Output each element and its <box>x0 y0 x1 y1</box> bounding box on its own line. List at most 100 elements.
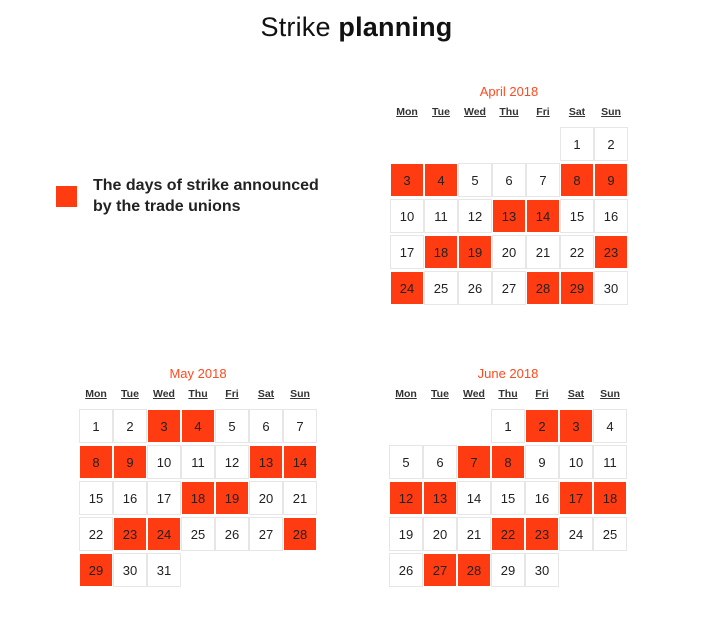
day-cell-strike: 23 <box>595 236 627 268</box>
weekday-tue: Tue <box>431 388 449 400</box>
weekday-mon: Mon <box>85 388 107 400</box>
day-cell: 31 <box>148 554 180 586</box>
weekday-tue: Tue <box>432 106 450 118</box>
day-grid: 1 2 3 4 5 6 7 8 9 10 11 12 13 14 15 16 17 18 19 20 21 22 23 24 2… <box>389 366 627 626</box>
weekday-wed: Wed <box>463 388 485 400</box>
day-cell-strike: 18 <box>594 482 626 514</box>
day-cell: 21 <box>284 482 316 514</box>
day-cell-strike: 24 <box>391 272 423 304</box>
day-cell: 6 <box>250 410 282 442</box>
day-cell: 29 <box>492 554 524 586</box>
day-cell-strike: 28 <box>458 554 490 586</box>
weekday-thu: Thu <box>188 388 208 400</box>
day-cell-strike: 23 <box>114 518 146 550</box>
weekday-header: Mon Tue Wed Thu Fri Sat Sun <box>390 106 628 124</box>
day-cell: 12 <box>459 200 491 232</box>
day-cell-strike: 27 <box>424 554 456 586</box>
day-cell: 25 <box>425 272 457 304</box>
month-title: April 2018 <box>479 84 539 99</box>
day-cell-strike: 4 <box>425 164 457 196</box>
weekday-mon: Mon <box>395 388 417 400</box>
day-cell-strike: 17 <box>560 482 592 514</box>
day-cell: 11 <box>182 446 214 478</box>
day-cell: 30 <box>595 272 627 304</box>
day-cell-strike: 7 <box>458 446 490 478</box>
day-grid: 1 2 3 4 5 6 7 8 9 10 11 12 13 14 15 16 17 18 19 20 21 22 23 24 2… <box>390 84 628 344</box>
day-cell: 20 <box>424 518 456 550</box>
page-title-light: Strike <box>260 12 331 42</box>
day-cell: 11 <box>425 200 457 232</box>
day-cell-strike: 28 <box>284 518 316 550</box>
legend-text: The days of strike announced by the trad… <box>93 175 363 217</box>
day-cell: 17 <box>391 236 423 268</box>
weekday-mon: Mon <box>396 106 418 118</box>
weekday-sat: Sat <box>257 388 275 400</box>
day-cell-strike: 12 <box>390 482 422 514</box>
day-cell-strike: 8 <box>492 446 524 478</box>
weekday-sun: Sun <box>601 106 621 118</box>
day-cell: 27 <box>250 518 282 550</box>
day-cell-strike: 18 <box>425 236 457 268</box>
weekday-thu: Thu <box>499 106 519 118</box>
day-cell-strike: 14 <box>527 200 559 232</box>
day-cell-strike: 9 <box>595 164 627 196</box>
day-cell: 15 <box>492 482 524 514</box>
day-cell: 10 <box>560 446 592 478</box>
day-cell: 1 <box>80 410 112 442</box>
weekday-fri: Fri <box>535 388 549 400</box>
day-cell: 20 <box>250 482 282 514</box>
weekday-header: Mon Tue Wed Thu Fri Sat Sun <box>389 388 627 406</box>
day-cell: 26 <box>390 554 422 586</box>
day-grid: 1 2 3 4 5 6 7 8 9 10 11 12 13 14 15 16 17 18 19 20 21 22 23 24 2… <box>79 366 317 626</box>
day-cell: 22 <box>80 518 112 550</box>
day-cell-strike: 9 <box>114 446 146 478</box>
day-cell: 22 <box>561 236 593 268</box>
day-cell: 19 <box>390 518 422 550</box>
day-cell: 16 <box>595 200 627 232</box>
month-title: May 2018 <box>169 366 227 381</box>
weekday-sat: Sat <box>567 388 585 400</box>
weekday-header: Mon Tue Wed Thu Fri Sat Sun <box>79 388 317 406</box>
day-cell: 6 <box>493 164 525 196</box>
day-cell: 5 <box>390 446 422 478</box>
legend-strike-swatch <box>56 186 77 207</box>
weekday-wed: Wed <box>464 106 486 118</box>
day-cell-strike: 4 <box>182 410 214 442</box>
day-cell-strike: 23 <box>526 518 558 550</box>
weekday-sat: Sat <box>568 106 586 118</box>
day-cell: 1 <box>492 410 524 442</box>
day-cell-strike: 13 <box>424 482 456 514</box>
day-cell-strike: 24 <box>148 518 180 550</box>
day-cell: 10 <box>148 446 180 478</box>
day-cell: 26 <box>216 518 248 550</box>
day-cell: 30 <box>526 554 558 586</box>
day-cell-strike: 3 <box>148 410 180 442</box>
day-cell: 9 <box>526 446 558 478</box>
day-cell: 24 <box>560 518 592 550</box>
day-cell-strike: 13 <box>493 200 525 232</box>
day-cell-strike: 29 <box>80 554 112 586</box>
day-cell: 1 <box>561 128 593 160</box>
legend: The days of strike announced by the trad… <box>56 175 356 225</box>
weekday-tue: Tue <box>121 388 139 400</box>
legend-text-line2: by the trade unions <box>93 198 241 215</box>
day-cell-strike: 14 <box>284 446 316 478</box>
day-cell: 25 <box>594 518 626 550</box>
day-cell-strike: 29 <box>561 272 593 304</box>
day-cell: 5 <box>459 164 491 196</box>
day-cell: 26 <box>459 272 491 304</box>
weekday-sun: Sun <box>290 388 310 400</box>
day-cell: 7 <box>284 410 316 442</box>
weekday-wed: Wed <box>153 388 175 400</box>
day-cell: 10 <box>391 200 423 232</box>
day-cell: 14 <box>458 482 490 514</box>
weekday-thu: Thu <box>498 388 518 400</box>
day-cell: 6 <box>424 446 456 478</box>
page-title-bold: planning <box>338 12 453 42</box>
weekday-fri: Fri <box>536 106 550 118</box>
day-cell-strike: 19 <box>216 482 248 514</box>
day-cell-strike: 22 <box>492 518 524 550</box>
